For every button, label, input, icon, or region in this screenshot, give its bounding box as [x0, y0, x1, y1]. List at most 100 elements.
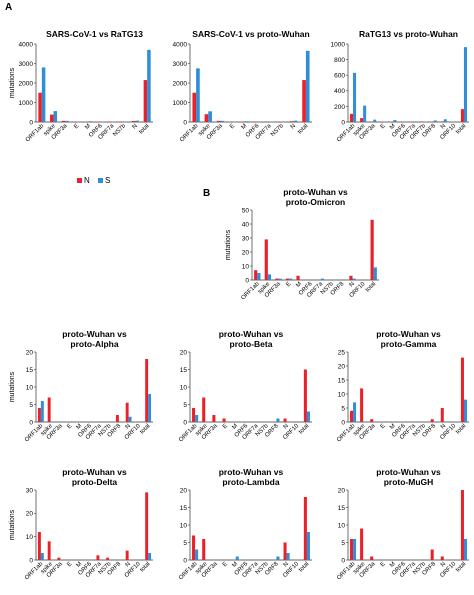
- legend-swatch-n: [77, 178, 82, 184]
- y-tick-label: 0: [29, 557, 33, 564]
- x-tick-label: E: [380, 561, 387, 568]
- bar-n: [265, 121, 270, 123]
- bar-s: [373, 119, 377, 122]
- bar-n: [360, 118, 364, 122]
- x-tick-label: E: [285, 281, 292, 288]
- y-axis-label: mutations: [9, 371, 16, 402]
- bar-n: [202, 539, 206, 560]
- bar-n: [57, 557, 61, 560]
- bar-s: [41, 67, 46, 122]
- chart-sars1-vs-ratg13: SARS-CoV-1 vs RaTG13 0 1000 2000 3000 4000 mut…: [6, 28, 156, 152]
- x-tick-label: M: [295, 281, 303, 289]
- chart-title: proto-Beta: [230, 339, 273, 349]
- bar-n: [370, 219, 374, 280]
- bar-s: [195, 415, 199, 422]
- bar-s: [147, 49, 151, 122]
- y-tick-label: 10: [26, 534, 34, 541]
- y-tick-label: 5: [183, 402, 187, 409]
- y-tick-label: 20: [338, 487, 346, 494]
- bar-s: [257, 121, 261, 123]
- bar-s: [278, 278, 282, 280]
- bar-n: [303, 369, 307, 422]
- chart-svg: proto-Wuhan vsproto-MuGH05101520ORF1absp…: [336, 467, 469, 581]
- bar-s: [135, 120, 139, 122]
- bar-n: [283, 542, 287, 560]
- y-tick-label: 30: [26, 487, 34, 494]
- x-tick-label: M: [389, 123, 397, 131]
- bar-s: [208, 111, 212, 122]
- bar-n: [390, 121, 394, 123]
- bar-n: [296, 275, 300, 280]
- y-tick-label: 10: [242, 263, 250, 270]
- y-tick-label: 10: [338, 391, 346, 398]
- chart-svg: proto-Wuhan vsproto-Beta05101520ORF1absp…: [178, 329, 312, 443]
- y-tick-label: 1000: [19, 100, 34, 107]
- bar-n: [192, 408, 196, 422]
- x-tick-label: N: [440, 423, 447, 430]
- bar-n: [202, 397, 206, 422]
- legend-label-s: S: [105, 176, 111, 185]
- y-tick-label: 4000: [173, 41, 188, 48]
- bar-s: [112, 121, 116, 123]
- y-tick-label: 800: [334, 57, 345, 64]
- y-tick-label: 400: [334, 88, 345, 95]
- bar-s: [267, 274, 272, 280]
- y-tick-label: 10: [180, 522, 188, 529]
- bar-s: [196, 68, 200, 122]
- bar-s: [363, 105, 367, 122]
- bar-s: [293, 120, 298, 122]
- bar-n: [145, 492, 149, 560]
- bar-n: [38, 92, 42, 122]
- y-tick-label: 15: [338, 377, 346, 384]
- chart-proto-gamma: proto-Wuhan vs proto-Gamma 0 5 10 15 20 25 ORF1a…: [318, 328, 472, 452]
- x-tick-label: N: [283, 561, 290, 568]
- bar-n: [204, 114, 209, 122]
- x-tick-label: N: [440, 561, 447, 568]
- bar-s: [276, 556, 280, 560]
- chart-title: proto-Alpha: [70, 339, 118, 349]
- bar-n: [125, 402, 129, 422]
- bar-n: [50, 114, 54, 122]
- x-tick-label: total: [455, 561, 467, 573]
- bar-s: [443, 119, 447, 122]
- y-tick-label: 0: [29, 419, 33, 426]
- bar-n: [131, 121, 136, 122]
- x-tick-label: M: [76, 561, 84, 569]
- bar-n: [360, 528, 364, 560]
- x-tick-label: N: [290, 123, 297, 130]
- bar-n: [440, 121, 444, 122]
- bar-n: [85, 121, 89, 123]
- chart-proto-delta: proto-Wuhan vs proto-Delta 0 10 20 30 mutation…: [6, 466, 156, 590]
- bar-s: [286, 553, 290, 560]
- x-tick-label: NS7b: [270, 123, 285, 138]
- y-tick-label: 600: [334, 73, 345, 80]
- bar-s: [383, 121, 387, 123]
- y-tick-label: 40: [242, 221, 250, 228]
- bar-n: [303, 497, 307, 560]
- x-tick-label: total: [455, 123, 467, 135]
- bar-n: [350, 410, 354, 422]
- bar-n: [440, 556, 444, 560]
- x-tick-label: total: [455, 423, 467, 435]
- bar-n: [290, 121, 294, 122]
- bar-n: [380, 121, 384, 123]
- x-tick-label: E: [229, 123, 236, 130]
- bar-n: [285, 278, 290, 280]
- bar-s: [40, 553, 44, 560]
- chart-title: proto-Wuhan vs: [62, 467, 127, 477]
- chart-svg: SARS-CoV-1 vs RaTG13 0 1000 2000 3000 4000 mut…: [9, 29, 153, 143]
- x-tick-label: total: [138, 123, 150, 135]
- y-tick-label: 0: [183, 557, 187, 564]
- bar-s: [320, 278, 324, 280]
- bar-s: [148, 394, 152, 422]
- x-tick-label: M: [84, 123, 92, 131]
- bar-n: [108, 121, 113, 123]
- y-tick-label: 15: [26, 367, 34, 374]
- bar-n: [241, 121, 245, 123]
- chart-proto-mugh: proto-Wuhan vs proto-MuGH 0 5 10 15 20 ORF1ab sp…: [318, 466, 472, 590]
- bar-s: [76, 121, 81, 123]
- bar-n: [360, 388, 364, 422]
- bar-n: [96, 121, 101, 123]
- bar-n: [47, 397, 51, 422]
